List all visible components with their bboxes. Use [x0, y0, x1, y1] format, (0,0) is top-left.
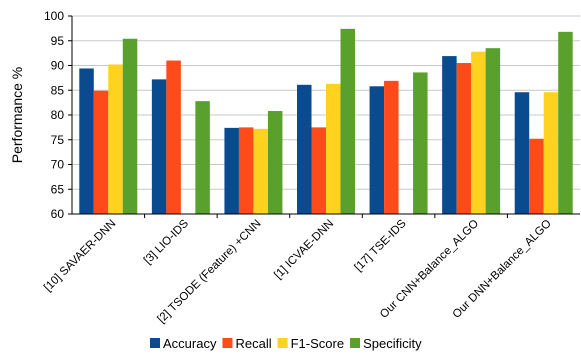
y-tick-label-85: 85 — [51, 83, 65, 97]
y-tick-label-65: 65 — [51, 182, 65, 196]
x-category-label-4: [17] TSE-IDS — [352, 217, 408, 273]
bar-accuracy-0 — [79, 68, 94, 214]
bar-specificity-5 — [485, 48, 501, 214]
bar-accuracy-1 — [151, 79, 167, 214]
y-axis-title: Performance % — [9, 67, 25, 163]
bar-f1-score-5 — [471, 51, 486, 214]
bar-f1-score-2 — [253, 128, 268, 214]
legend-label-specificity: Specificity — [363, 336, 422, 351]
legend-swatch-f1-score — [277, 338, 288, 348]
legend: Accuracy Recall F1-Score Specificity — [150, 336, 422, 351]
y-tick-label-95: 95 — [51, 34, 65, 48]
bar-recall-1 — [166, 60, 181, 214]
bar-f1-score-3 — [326, 83, 341, 214]
legend-label-f1-score: F1-Score — [291, 336, 344, 351]
bar-recall-6 — [529, 138, 544, 214]
y-tick-label-100: 100 — [44, 9, 64, 23]
y-tick-label-70: 70 — [51, 158, 65, 172]
bar-f1-score-6 — [543, 92, 559, 214]
bar-f1-score-0 — [108, 64, 123, 214]
x-axis-category-labels: [10] SAVAER-DNN [3] LIO-IDS[2] TSODE (Fea… — [42, 214, 554, 326]
y-tick-label-90: 90 — [51, 59, 65, 73]
legend-label-recall: Recall — [235, 336, 271, 351]
bar-accuracy-4 — [369, 86, 385, 214]
legend-swatch-recall — [222, 338, 233, 348]
y-tick-label-60: 60 — [51, 207, 65, 221]
bar-specificity-0 — [122, 38, 138, 214]
y-axis-ticks: 60 65 70 75 80 85 90 95 100 — [44, 9, 72, 221]
bar-specificity-4 — [413, 72, 428, 215]
y-tick-label-80: 80 — [51, 108, 65, 122]
bar-recall-2 — [238, 127, 254, 215]
x-category-label-1: [3] LIO-IDS — [142, 217, 191, 266]
bar-specificity-2 — [267, 111, 283, 214]
y-tick-label-75: 75 — [51, 133, 65, 147]
legend-label-accuracy: Accuracy — [163, 336, 217, 351]
bar-specificity-3 — [340, 28, 355, 215]
bar-accuracy-5 — [442, 56, 457, 215]
bar-recall-5 — [456, 63, 472, 214]
bar-accuracy-3 — [297, 84, 312, 214]
bar-accuracy-2 — [224, 127, 239, 214]
bar-recall-3 — [311, 127, 326, 215]
legend-swatch-specificity — [350, 338, 361, 348]
bar-accuracy-6 — [514, 92, 530, 214]
bar-recall-0 — [93, 90, 109, 214]
x-category-label-3: [1] ICVAE-DNN — [272, 218, 336, 282]
bar-specificity-1 — [195, 101, 210, 214]
legend-swatch-accuracy — [150, 338, 160, 348]
bar-recall-4 — [384, 80, 399, 214]
x-category-label-0: [10] SAVAER-DNN — [42, 218, 118, 294]
bar-specificity-6 — [558, 31, 573, 215]
bars — [79, 28, 573, 215]
